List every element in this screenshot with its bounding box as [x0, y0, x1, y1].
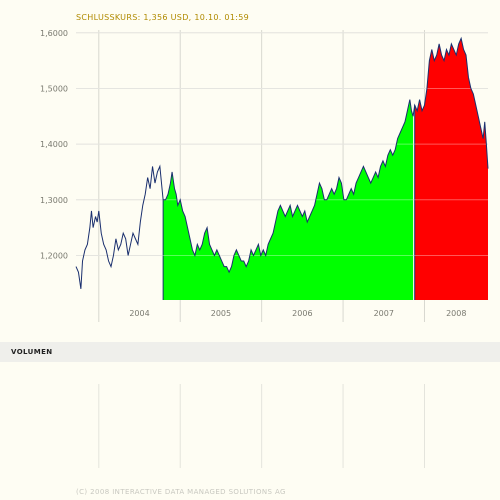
y-tick-label: 1,4000 [40, 140, 68, 149]
copyright-notice: (C) 2008 INTERACTIVE DATA MANAGED SOLUTI… [76, 488, 286, 496]
x-tick-label: 2005 [211, 309, 231, 318]
y-axis-ticks: 1,2000 1,3000 1,4000 1,5000 1,6000 [40, 29, 68, 261]
volume-label: VOLUMEN [11, 348, 53, 356]
x-axis-ticks: 2004 2005 2006 2007 2008 [129, 309, 466, 318]
chart-line-layer [75, 36, 489, 289]
red-fill-area [414, 38, 488, 300]
volume-grid [98, 384, 425, 468]
chart-fills [76, 32, 488, 300]
x-tick-label: 2006 [292, 309, 312, 318]
price-line [75, 36, 489, 289]
closing-price-header: SCHLUSSKURS: 1,356 USD, 10.10. 01:59 [76, 13, 249, 22]
x-tick-label: 2008 [446, 309, 466, 318]
x-tick-label: 2007 [374, 309, 394, 318]
y-tick-label: 1,3000 [40, 196, 68, 205]
y-tick-label: 1,2000 [40, 251, 68, 260]
volume-band [0, 342, 500, 362]
y-tick-label: 1,6000 [40, 29, 68, 38]
x-tick-label: 2004 [129, 309, 149, 318]
green-fill-area [163, 99, 414, 300]
y-tick-label: 1,5000 [40, 84, 68, 93]
